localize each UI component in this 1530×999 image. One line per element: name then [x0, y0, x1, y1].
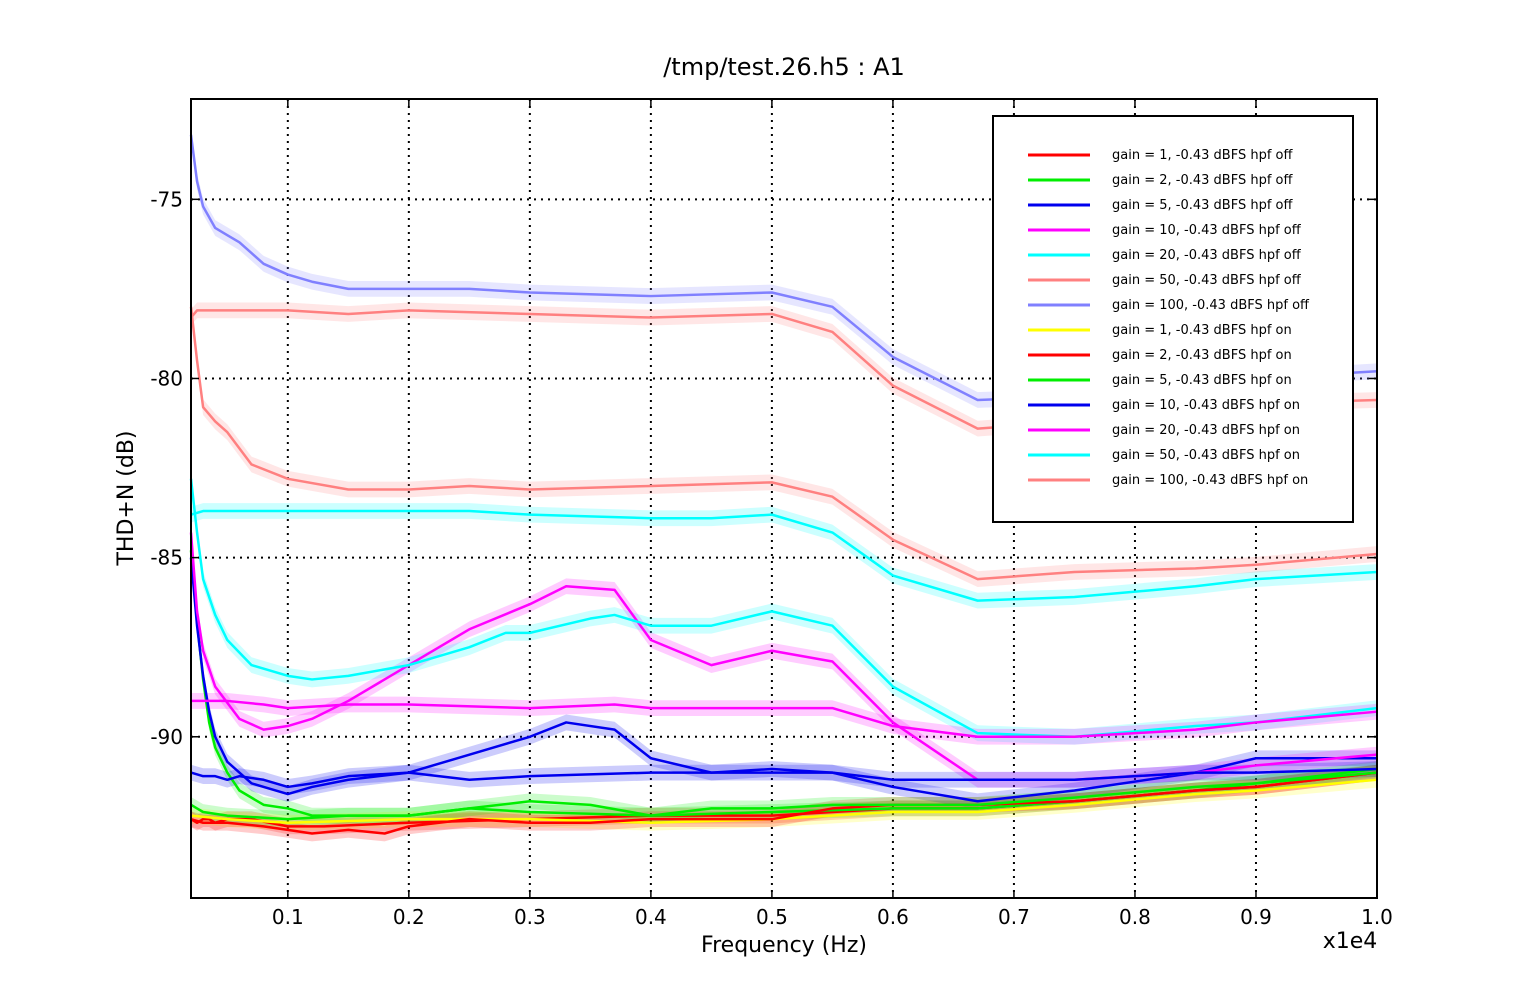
series-lines: [189, 134, 1378, 835]
x-axis-label: Frequency (Hz): [701, 933, 867, 958]
x-tick-label: 0.9: [1240, 905, 1272, 929]
series-line: [190, 771, 1378, 835]
series-band: [191, 764, 1377, 842]
x-tick-label: 0.6: [877, 905, 909, 929]
chart-title: /tmp/test.26.h5 : A1: [663, 53, 905, 81]
legend-entry-label: gain = 2, -0.43 dBFS hpf on: [1112, 348, 1292, 363]
x-tick-label: 0.7: [998, 905, 1030, 929]
x-tick-label: 0.4: [635, 905, 667, 929]
series-line: [190, 771, 1378, 821]
y-tick-label: -85: [150, 546, 183, 570]
series-band: [191, 771, 1377, 831]
x-multiplier-label: x1e4: [1323, 929, 1378, 954]
legend-entry-label: gain = 2, -0.43 dBFS hpf off: [1112, 173, 1293, 188]
x-tick-label: 1.0: [1361, 905, 1393, 929]
legend-entry-label: gain = 5, -0.43 dBFS hpf on: [1112, 373, 1292, 388]
x-tick-label: 0.8: [1119, 905, 1151, 929]
legend-entry-label: gain = 50, -0.43 dBFS hpf off: [1112, 273, 1302, 288]
series-line: [190, 767, 1378, 789]
plot-frame: [190, 98, 1378, 899]
x-tick-label: 0.1: [272, 905, 304, 929]
legend-entry-label: gain = 100, -0.43 dBFS hpf on: [1112, 473, 1308, 488]
series-band: [191, 503, 1377, 609]
series-band: [191, 524, 1377, 788]
series-line: [190, 509, 1378, 602]
series-line: [191, 699, 1378, 739]
series-line: [189, 557, 1377, 803]
x-tick-label: 0.2: [393, 905, 425, 929]
series-band: [191, 298, 1377, 587]
series-band: [191, 764, 1377, 828]
axis-ticks: 0.1 0.2 0.3 0.4 0.5 0.6 0.7 0.8 0.9 1.0 -75 -80 -85 -…: [150, 99, 1393, 929]
legend-entry-label: gain = 5, -0.43 dBFS hpf off: [1112, 198, 1293, 213]
x-tick-label: 0.5: [756, 905, 788, 929]
legend-entry-label: gain = 20, -0.43 dBFS hpf off: [1112, 248, 1302, 263]
legend-entry-label: gain = 10, -0.43 dBFS hpf on: [1112, 398, 1300, 413]
legend-entry-label: gain = 1, -0.43 dBFS hpf off: [1112, 148, 1293, 163]
y-tick-label: -80: [150, 366, 183, 390]
series-line: [189, 478, 1378, 739]
y-tick-label: -90: [150, 725, 183, 749]
series-band: [191, 549, 1377, 810]
legend-entry-label: gain = 20, -0.43 dBFS hpf on: [1112, 423, 1300, 438]
series-band: [191, 761, 1377, 795]
series-band: [191, 302, 1377, 437]
legend-entry-label: gain = 10, -0.43 dBFS hpf off: [1112, 223, 1302, 238]
series-band: [191, 470, 1377, 745]
x-tick-label: 0.3: [514, 905, 546, 929]
y-axis-label: THD+N (dB): [114, 430, 139, 566]
legend-entry-label: gain = 1, -0.43 dBFS hpf on: [1112, 323, 1292, 338]
series-band: [191, 764, 1377, 835]
y-tick-label: -75: [150, 187, 183, 211]
legend-entry-label: gain = 100, -0.43 dBFS hpf off: [1112, 298, 1310, 313]
legend-entry-label: gain = 50, -0.43 dBFS hpf on: [1112, 448, 1300, 463]
series-line: [189, 306, 1378, 581]
legend: gain = 1, -0.43 dBFS hpf off gain = 2, -0…: [992, 115, 1354, 523]
